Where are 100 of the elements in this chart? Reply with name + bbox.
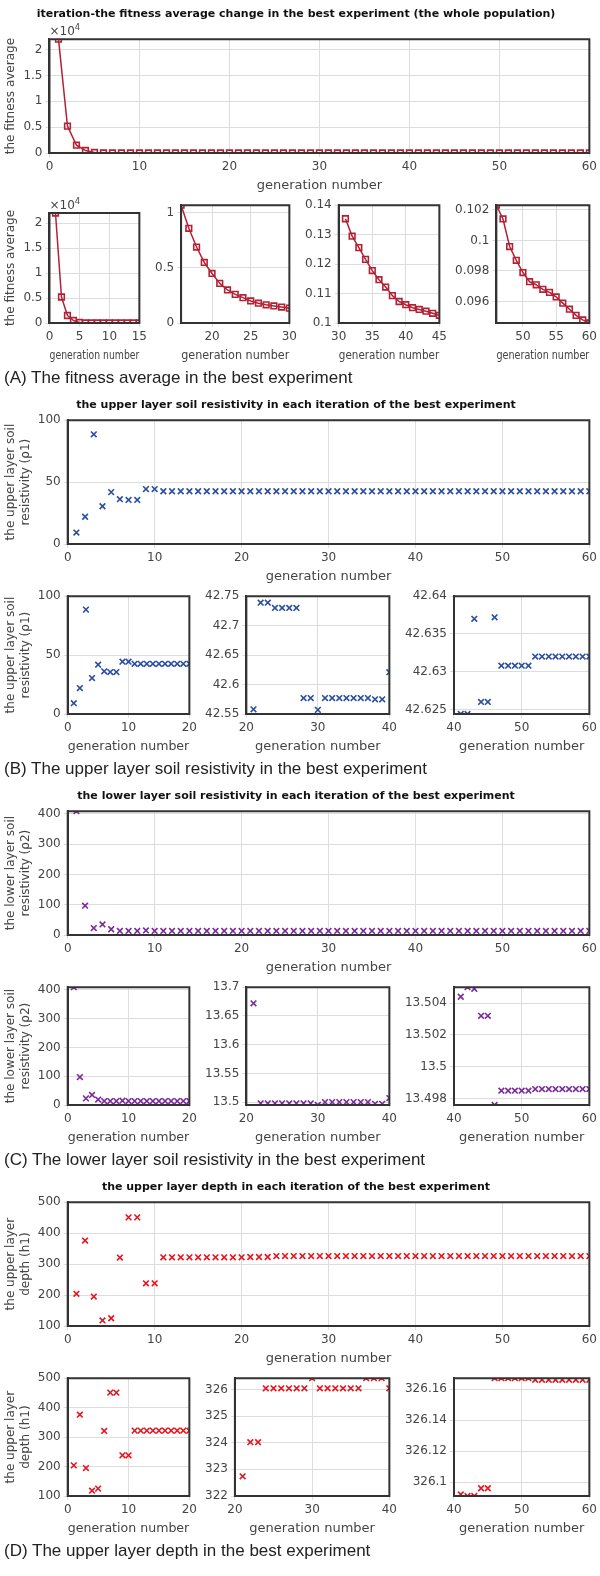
x-axis-title: generation number xyxy=(181,346,290,362)
y-tick-label: 400 xyxy=(37,1399,61,1414)
y-tick-label: 326.1 xyxy=(412,1474,447,1489)
point xyxy=(255,1253,263,1261)
point xyxy=(167,1097,175,1105)
y-tick-label: 0 xyxy=(166,315,175,330)
point xyxy=(455,927,463,935)
x-tick-label: 0 xyxy=(63,941,72,956)
point xyxy=(565,1085,573,1093)
x-tick-label: 10 xyxy=(120,1502,137,1517)
point xyxy=(133,1213,141,1221)
x-tick-label: 25 xyxy=(243,329,259,344)
point xyxy=(420,927,428,935)
y-tick-label: 0 xyxy=(53,536,61,551)
point xyxy=(333,487,341,495)
point xyxy=(100,1097,108,1105)
point xyxy=(112,1389,120,1397)
y-tick-label: 0.1 xyxy=(470,232,490,247)
point xyxy=(481,927,489,935)
y-tick-label: 42.63 xyxy=(412,663,447,678)
point xyxy=(559,299,567,307)
y-axis-title: the upper layer soil resistivity (ρ1) xyxy=(3,423,32,541)
point xyxy=(257,599,265,607)
point xyxy=(457,993,465,1001)
point xyxy=(316,487,324,495)
y-tick-label: 50 xyxy=(45,647,61,662)
y-tick-label: 13.7 xyxy=(212,979,240,994)
y-tick-label: 0.14 xyxy=(305,197,332,212)
point xyxy=(254,299,263,307)
x-tick-label: 40 xyxy=(381,1502,398,1517)
x-tick-label: 40 xyxy=(407,550,424,565)
point xyxy=(512,256,520,264)
x-tick-label: 5 xyxy=(75,329,84,344)
point xyxy=(281,927,289,935)
point xyxy=(347,1384,355,1392)
point xyxy=(177,487,185,495)
y-axis-title: the lower layer soil resistivity (ρ2) xyxy=(3,988,32,1104)
point xyxy=(81,146,90,153)
point xyxy=(422,307,430,315)
point xyxy=(378,695,386,703)
point xyxy=(124,1451,133,1459)
x-tick-label: 30 xyxy=(331,329,347,344)
y-axis-title: the fitness average xyxy=(3,209,18,327)
point xyxy=(149,660,157,668)
point xyxy=(118,1451,127,1459)
point xyxy=(70,699,78,707)
x-tick-label: 20 xyxy=(238,1111,254,1126)
x-tick-label: 40 xyxy=(446,720,462,735)
y-tick-label: 100 xyxy=(37,896,61,911)
x-tick-label: 10 xyxy=(101,329,118,344)
point xyxy=(82,1464,90,1472)
x-tick-label: 45 xyxy=(431,329,448,344)
y-axis-title: the upper layer depth (h1) xyxy=(3,1217,32,1311)
point xyxy=(382,283,390,291)
point xyxy=(446,487,454,495)
point xyxy=(124,1213,133,1221)
point xyxy=(558,652,566,661)
point xyxy=(278,303,286,311)
x-tick-label: 30 xyxy=(320,941,337,956)
point xyxy=(168,927,176,935)
point xyxy=(551,652,560,661)
point xyxy=(429,1252,437,1260)
point xyxy=(57,293,66,301)
point xyxy=(278,604,286,612)
chart-title: iteration-the fitness average change in the best experiment (the whole population) xyxy=(36,7,556,21)
point xyxy=(321,694,329,702)
point xyxy=(143,1097,151,1105)
y-tick-label: 322 xyxy=(205,1488,228,1503)
point xyxy=(239,294,247,302)
point xyxy=(300,1384,309,1392)
x-tick-label: 0 xyxy=(63,1332,72,1347)
y-tick-label: 300 xyxy=(37,1256,61,1271)
x-tick-label: 60 xyxy=(581,550,598,565)
point xyxy=(220,487,228,495)
point xyxy=(477,698,485,706)
x-tick-label: 0 xyxy=(63,720,72,735)
y-tick-label: 300 xyxy=(37,1010,61,1025)
point xyxy=(542,927,550,935)
y-tick-label: 0.11 xyxy=(305,285,332,300)
point xyxy=(200,258,208,267)
point xyxy=(173,660,181,668)
point xyxy=(375,276,383,284)
chart-title: the upper layer soil resistivity in each iteration of the best experiment xyxy=(76,398,516,412)
y-tick-label: 42.7 xyxy=(212,617,240,632)
point xyxy=(173,1097,181,1105)
point xyxy=(578,652,587,661)
y-axis-title: the lower layer soil resistivity (ρ2) xyxy=(3,815,32,931)
y-tick-label: 100 xyxy=(37,1068,61,1083)
point xyxy=(359,487,367,495)
point xyxy=(116,495,124,503)
x-tick-label: 50 xyxy=(515,329,531,344)
point xyxy=(194,927,202,935)
y-tick-label: 42.65 xyxy=(204,647,240,662)
x-tick-label: 60 xyxy=(581,941,598,956)
x-tick-label: 60 xyxy=(581,1332,598,1347)
x-tick-label: 20 xyxy=(238,720,254,735)
point xyxy=(159,1253,167,1261)
point xyxy=(293,1384,301,1392)
point xyxy=(348,232,356,240)
x-tick-label: 60 xyxy=(581,1111,598,1126)
